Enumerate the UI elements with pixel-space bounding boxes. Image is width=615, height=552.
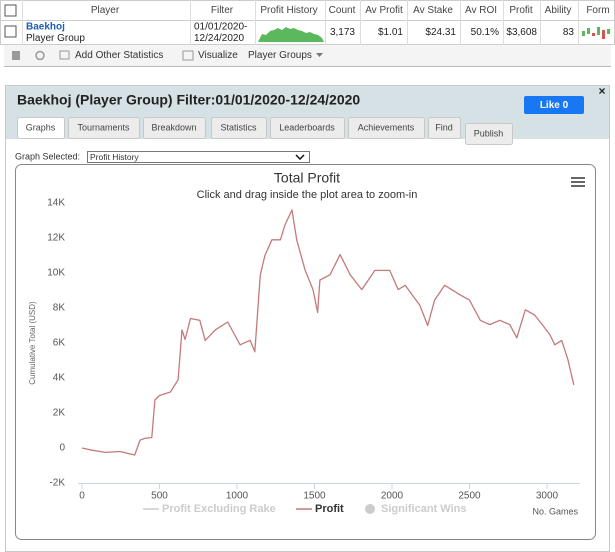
filter-start: 01/01/2020- [194, 22, 247, 33]
y-tick-label: -2K [49, 478, 65, 489]
x-tick-label: 2000 [381, 491, 404, 502]
chart-title: Total Profit [274, 170, 340, 186]
x-tick-label: 0 [79, 491, 85, 502]
y-tick-label: 6K [53, 338, 66, 349]
tabs: Graphs Tournaments Breakdown Statistics Lead… [17, 117, 513, 145]
toolbar-player-groups[interactable]: Player Groups [248, 50, 312, 61]
column-header[interactable]: Ability [545, 5, 572, 16]
column-header[interactable]: Form [586, 5, 609, 16]
cell-profit: $3,608 [506, 27, 537, 38]
tab[interactable] [17, 117, 65, 139]
column-header[interactable]: Av ROI [465, 5, 497, 16]
chart-menu[interactable] [571, 177, 585, 187]
y-axis-title: Cumulative Total (USD) [28, 301, 37, 385]
graph-selected-label: Graph Selected: [15, 151, 80, 161]
chart-panel [15, 164, 596, 540]
tab-label[interactable]: Graphs [26, 122, 56, 132]
legend-label[interactable]: Profit Excluding Rake [162, 503, 276, 515]
profit-line [81, 209, 575, 456]
close-button[interactable]: × [598, 84, 605, 98]
tab[interactable] [68, 117, 140, 139]
tab[interactable] [348, 117, 425, 139]
tab-label[interactable]: Statistics [220, 122, 257, 132]
column-header[interactable]: Av Profit [365, 5, 403, 16]
tab-label[interactable]: Find [435, 122, 453, 132]
column-header[interactable]: Filter [211, 5, 234, 16]
y-tick-label: 14K [47, 198, 65, 209]
delete-icon[interactable] [12, 51, 20, 60]
tab[interactable] [143, 117, 206, 139]
column-header[interactable]: Av Stake [413, 5, 453, 16]
row-checkbox[interactable] [4, 25, 17, 38]
column-header[interactable]: Profit [509, 5, 533, 16]
player-type: Player Group [26, 33, 85, 44]
select-all-checkbox[interactable] [4, 4, 17, 17]
cell-av-stake: $24.31 [425, 27, 456, 38]
tab[interactable] [428, 117, 461, 139]
y-tick-label: 12K [47, 233, 65, 244]
tab[interactable] [211, 117, 267, 139]
form-icon [582, 27, 610, 39]
like-button-label[interactable]: Like 0 [540, 100, 569, 111]
add-icon[interactable] [59, 50, 70, 60]
x-tick-label: 1500 [303, 491, 326, 502]
legend-symbol[interactable] [365, 504, 375, 514]
tab-label[interactable]: Leaderboards [279, 122, 335, 132]
x-tick-label: 500 [151, 491, 168, 502]
tab[interactable] [270, 117, 345, 139]
y-tick-label: 8K [53, 303, 66, 314]
like-button[interactable] [524, 96, 584, 114]
cell-av-roi: 50.1% [471, 27, 499, 38]
graph-select-caret [295, 154, 305, 161]
y-tick-label: 10K [47, 268, 65, 279]
dialog-title: Baekhoj (Player Group) Filter:01/01/2020… [17, 92, 360, 108]
x-tick-label: 2500 [458, 491, 481, 502]
visualize-icon[interactable] [182, 50, 194, 61]
refresh-icon[interactable] [35, 50, 45, 61]
cell-av-profit: $1.01 [378, 27, 403, 38]
y-tick-label: 0 [59, 443, 65, 454]
legend-label[interactable]: Significant Wins [381, 503, 466, 515]
x-tick-label: 1000 [226, 491, 249, 502]
cell-count: 3,173 [330, 27, 355, 38]
toolbar-add-statistics[interactable]: Add Other Statistics [75, 50, 163, 61]
x-tick-label: 3000 [536, 491, 559, 502]
tab-label[interactable]: Publish [474, 128, 504, 138]
graph-select-value[interactable]: Profit History [90, 152, 139, 162]
cell-ability: 83 [563, 27, 575, 38]
y-tick-label: 4K [53, 373, 66, 384]
toolbar-visualize[interactable]: Visualize [198, 50, 238, 61]
filter-end: 12/24/2020 [194, 33, 244, 44]
x-axis-title: No. Games [532, 506, 578, 516]
toolbar [4, 45, 611, 66]
tab-label[interactable]: Tournaments [77, 122, 130, 132]
column-header[interactable]: Profit History [260, 5, 317, 16]
column-header[interactable]: Player [91, 5, 120, 16]
chart-subtitle: Click and drag inside the plot area to z… [197, 189, 418, 201]
legend-label[interactable]: Profit [315, 503, 344, 515]
dropdown-caret [316, 53, 323, 57]
graph-select[interactable] [87, 151, 310, 163]
player-name[interactable]: Baekhoj [26, 22, 65, 33]
tab[interactable] [465, 123, 513, 145]
y-tick-label: 2K [53, 408, 66, 419]
tab-label[interactable]: Breakdown [151, 122, 196, 132]
tab-label[interactable]: Achievements [358, 122, 415, 132]
column-header[interactable]: Count [329, 5, 356, 16]
sparkline [258, 27, 324, 42]
